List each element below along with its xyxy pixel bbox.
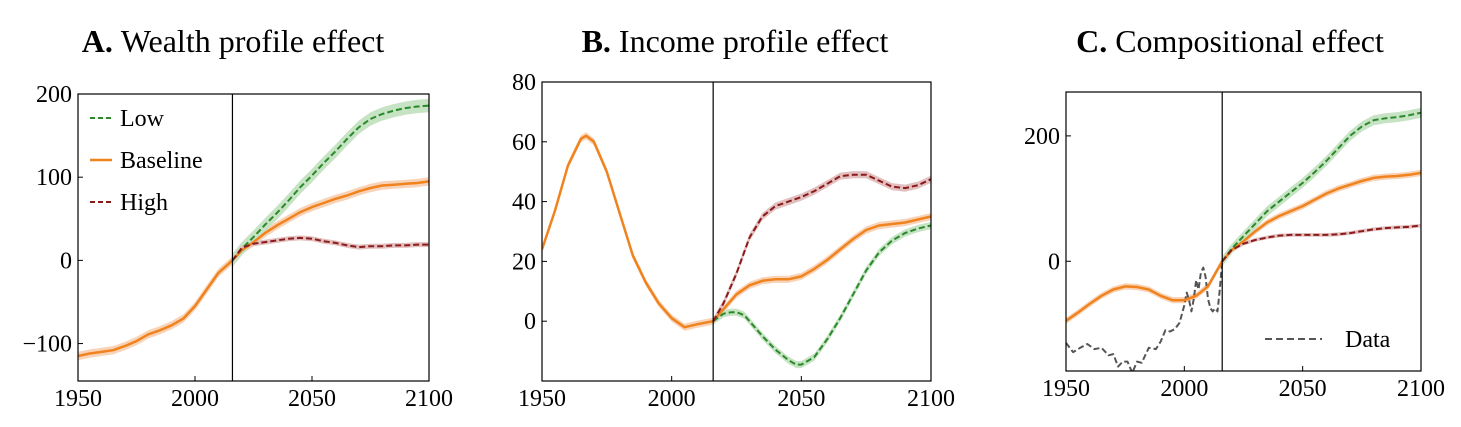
panel-b: B. Income profile effect 1950 2000 2050 2100…: [512, 23, 955, 412]
panel-c-baseline-line: [1066, 171, 1421, 322]
panel-b-ytick-label: 60: [512, 130, 536, 156]
panel-b-frame: [541, 81, 932, 382]
panel-a-title: A. Wealth profile effect: [82, 23, 385, 59]
panel-a-low-line: [231, 104, 429, 262]
panel-b-baseline-confidence-band: [542, 132, 931, 331]
panel-c-frame: [1065, 91, 1422, 372]
panel-a-xtick-label: 2050: [288, 386, 336, 412]
panel-c-xtick-label: 2100: [1397, 376, 1445, 402]
panel-a-title-text: Wealth profile effect: [121, 23, 384, 59]
panel-a-xtick-label: 2100: [405, 386, 453, 412]
panel-c-title-text: Compositional effect: [1115, 23, 1384, 59]
panel-b-title: B. Income profile effect: [582, 23, 889, 59]
legend-data-label: Data: [1345, 327, 1391, 353]
panel-c-ytick-label: 200: [1024, 124, 1060, 150]
panel-a-xtick-label: 2000: [171, 386, 219, 412]
panel-c-xtick-label: 1950: [1042, 376, 1090, 402]
panel-a-high-line: [231, 236, 429, 262]
panel-b-ytick-label: 20: [512, 249, 536, 275]
panel-b-xtick-label: 1950: [518, 386, 566, 412]
panel-c-xtick-label: 2050: [1279, 376, 1327, 402]
panel-b-series-group: [542, 132, 931, 369]
panel-a-xtick-label: 1950: [54, 386, 102, 412]
panel-b-title-text: Income profile effect: [619, 23, 889, 59]
panel-c-title: C. Compositional effect: [1076, 23, 1384, 59]
panel-b-baseline-line: [542, 134, 931, 329]
panel-b-xtick-label: 2050: [777, 386, 825, 412]
panel-a-ytick-label: 0: [60, 248, 72, 274]
panel-a-frame: [77, 93, 430, 382]
panel-a-ytick-label: 200: [36, 82, 72, 108]
panel-c-low-line: [1221, 111, 1421, 262]
panel-c-baseline-confidence-band: [1066, 169, 1421, 324]
panel-b-high-line: [712, 173, 931, 322]
panel-a-legend: Low Baseline High: [90, 106, 203, 216]
panel-b-ytick-label: 0: [524, 309, 536, 335]
panel-b-plot-area: 1950 2000 2050 2100 0 20 40 60 80: [512, 70, 955, 412]
panel-c-letter: C.: [1076, 23, 1107, 59]
panel-a-high-confidence-band: [232, 235, 429, 263]
panel-a-ytick-label: 100: [36, 165, 72, 191]
panel-b-high-confidence-band: [713, 171, 931, 325]
panel-c-high-line: [1221, 224, 1421, 262]
panel-b-xtick-label: 2100: [907, 386, 955, 412]
legend-baseline-label: Baseline: [120, 148, 203, 174]
panel-a-ytick-label: −100: [22, 332, 72, 358]
panel-c-plot-area: 1950 2000 2050 2100 0 200: [1024, 92, 1445, 402]
panel-c-data-line: [1066, 261, 1224, 371]
panel-b-ytick-label: 40: [512, 190, 536, 216]
panel-c-xtick-label: 2000: [1160, 376, 1208, 402]
panel-c-ytick-label: 0: [1048, 249, 1060, 275]
panel-b-xtick-label: 2000: [648, 386, 696, 412]
panel-c-series-group: [1066, 107, 1421, 371]
panel-c: C. Compositional effect 1950 2000 2050 2100 0…: [1024, 23, 1445, 402]
panel-c-legend: Data: [1265, 327, 1391, 353]
panel-a-letter: A.: [82, 23, 113, 59]
panel-a: A. Wealth profile effect 1950 2000 2050 2100…: [22, 23, 453, 412]
panel-a-plot-area: 1950 2000 2050 2100 −100 0 100 200: [22, 82, 453, 412]
legend-high-label: High: [120, 190, 168, 216]
panel-b-ytick-label: 80: [512, 70, 536, 96]
panel-a-baseline-line: [78, 180, 429, 358]
panel-a-series-group: [78, 99, 429, 361]
panel-b-letter: B.: [582, 23, 611, 59]
panel-b-low-line: [712, 224, 931, 366]
panel-c-high-confidence-band: [1222, 223, 1421, 264]
panel-b-low-confidence-band: [713, 221, 931, 369]
legend-low-label: Low: [120, 106, 165, 132]
